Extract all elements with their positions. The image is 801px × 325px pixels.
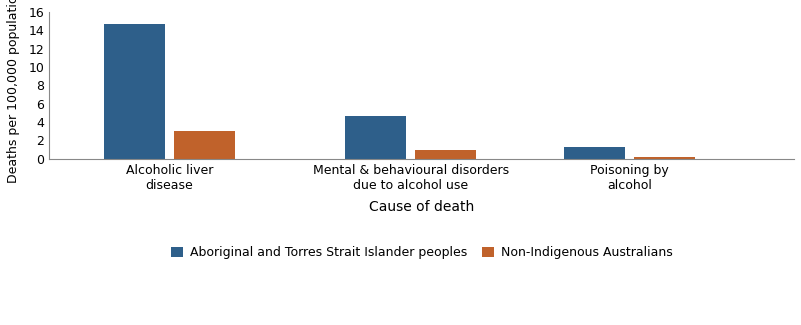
X-axis label: Cause of death: Cause of death (369, 200, 474, 214)
Legend: Aboriginal and Torres Strait Islander peoples, Non-Indigenous Australians: Aboriginal and Torres Strait Islander pe… (166, 241, 678, 264)
Bar (345, 116, 406, 159)
Y-axis label: Deaths per 100,000 population: Deaths per 100,000 population (7, 0, 20, 183)
Bar (174, 131, 235, 159)
Bar (564, 147, 626, 159)
Bar (634, 157, 695, 159)
Bar (104, 24, 165, 159)
Bar (415, 150, 477, 159)
